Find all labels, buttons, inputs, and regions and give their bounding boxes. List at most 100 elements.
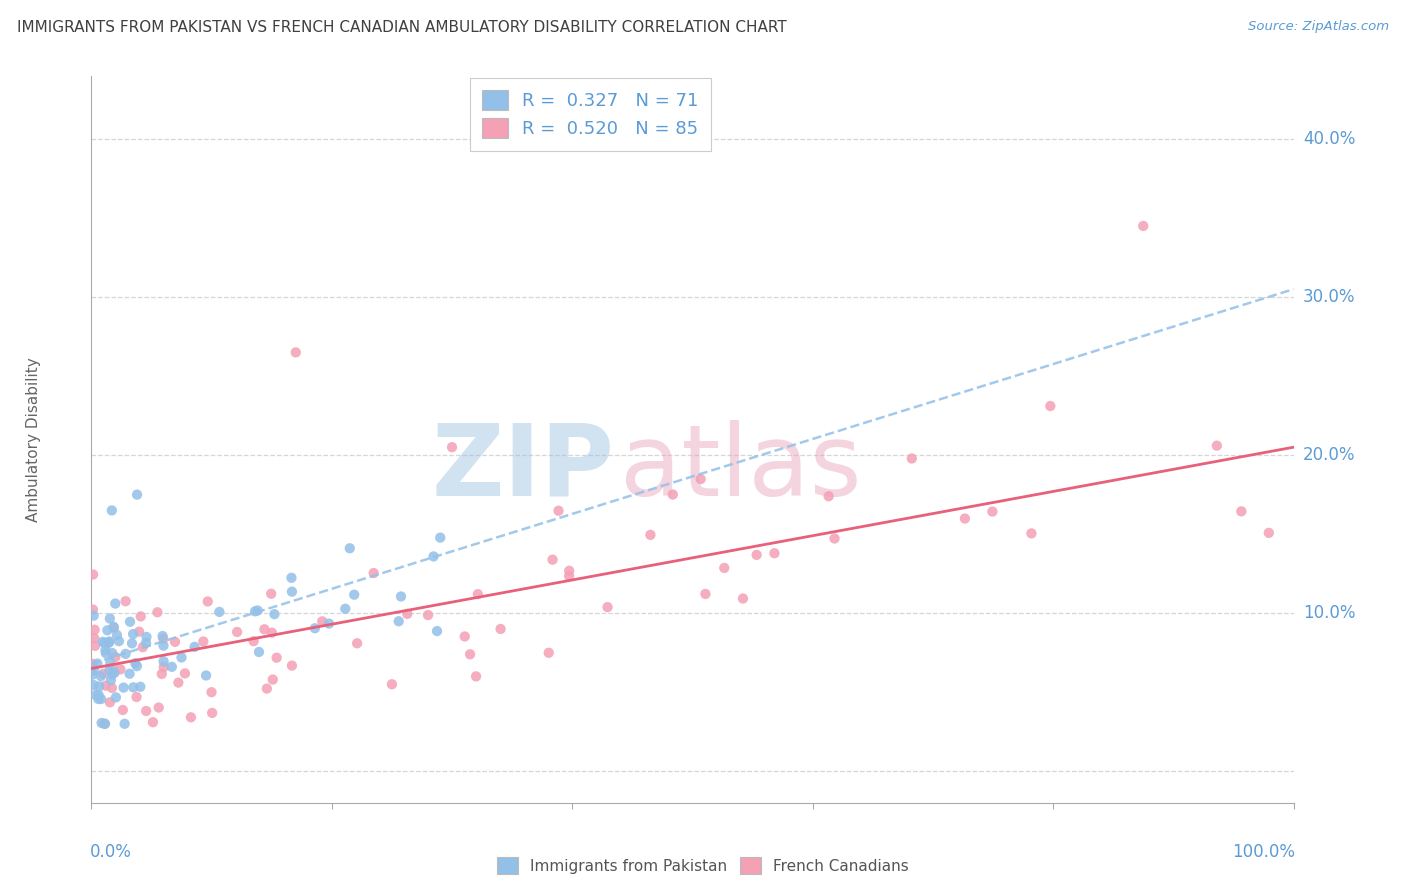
Point xyxy=(763,546,786,560)
Point xyxy=(94,646,117,660)
Point xyxy=(195,668,218,682)
Text: atlas: atlas xyxy=(620,420,862,516)
Point xyxy=(640,528,662,542)
Point xyxy=(1021,526,1043,541)
Point xyxy=(440,440,463,454)
Point xyxy=(1230,504,1253,518)
Point xyxy=(101,667,124,681)
Point xyxy=(86,657,108,671)
Point xyxy=(200,685,222,699)
Point xyxy=(101,503,124,517)
Point xyxy=(465,669,488,683)
Point xyxy=(125,488,148,502)
Point xyxy=(82,667,104,681)
Text: 0.0%: 0.0% xyxy=(90,843,132,861)
Point xyxy=(489,622,512,636)
Point xyxy=(105,628,128,642)
Point xyxy=(124,657,146,671)
Point xyxy=(96,624,118,638)
Point xyxy=(83,608,105,623)
Point xyxy=(558,564,581,578)
Point xyxy=(121,636,143,650)
Point xyxy=(87,692,110,706)
Text: IMMIGRANTS FROM PAKISTAN VS FRENCH CANADIAN AMBULATORY DISABILITY CORRELATION CH: IMMIGRANTS FROM PAKISTAN VS FRENCH CANAD… xyxy=(17,20,786,35)
Point xyxy=(135,704,157,718)
Point xyxy=(135,636,157,650)
Text: 40.0%: 40.0% xyxy=(1303,130,1355,148)
Point xyxy=(281,584,304,599)
Point xyxy=(114,647,136,661)
Point xyxy=(242,634,264,648)
Point xyxy=(100,673,122,687)
Point xyxy=(263,607,285,622)
Point xyxy=(125,659,148,673)
Point xyxy=(167,675,190,690)
Point xyxy=(429,531,451,545)
Point xyxy=(363,566,385,580)
Point xyxy=(260,625,283,640)
Point xyxy=(132,640,155,655)
Point xyxy=(98,663,121,677)
Point xyxy=(114,716,136,731)
Point xyxy=(135,630,157,644)
Point xyxy=(388,614,411,628)
Point xyxy=(824,532,846,546)
Point xyxy=(129,680,152,694)
Text: Ambulatory Disability: Ambulatory Disability xyxy=(27,357,41,522)
Point xyxy=(90,692,112,706)
Point xyxy=(122,681,145,695)
Point xyxy=(381,677,404,691)
Point xyxy=(104,597,127,611)
Point xyxy=(745,548,768,562)
Point xyxy=(90,669,112,683)
Point xyxy=(458,647,481,661)
Point xyxy=(87,688,110,702)
Point xyxy=(104,690,127,705)
Point xyxy=(467,587,489,601)
Point xyxy=(396,607,419,621)
Point xyxy=(817,489,839,503)
Text: ZIP: ZIP xyxy=(432,420,614,516)
Point xyxy=(226,624,249,639)
Point xyxy=(689,472,711,486)
Point xyxy=(193,634,215,648)
Point xyxy=(901,451,924,466)
Point xyxy=(426,624,449,638)
Point xyxy=(82,567,104,582)
Point xyxy=(541,552,564,566)
Point xyxy=(101,661,124,675)
Point xyxy=(422,549,444,564)
Point xyxy=(83,664,105,678)
Point xyxy=(152,629,174,643)
Point xyxy=(981,504,1004,518)
Point xyxy=(104,650,127,665)
Point xyxy=(93,716,115,731)
Point xyxy=(93,636,115,650)
Point xyxy=(343,588,366,602)
Point xyxy=(160,660,183,674)
Point xyxy=(180,710,202,724)
Point xyxy=(82,659,104,673)
Point xyxy=(91,635,114,649)
Point xyxy=(84,688,107,702)
Point xyxy=(208,605,231,619)
Point xyxy=(129,609,152,624)
Point xyxy=(247,645,270,659)
Point xyxy=(1039,399,1062,413)
Point xyxy=(339,541,361,556)
Point xyxy=(146,605,169,619)
Point xyxy=(114,594,136,608)
Point xyxy=(111,703,134,717)
Point xyxy=(454,630,477,644)
Point xyxy=(82,657,104,671)
Point xyxy=(83,623,105,637)
Point xyxy=(98,611,121,625)
Point xyxy=(596,600,619,615)
Point xyxy=(304,621,326,635)
Point xyxy=(84,639,107,653)
Point xyxy=(537,646,560,660)
Point xyxy=(547,504,569,518)
Point xyxy=(148,700,170,714)
Point xyxy=(104,665,127,680)
Point xyxy=(197,594,219,608)
